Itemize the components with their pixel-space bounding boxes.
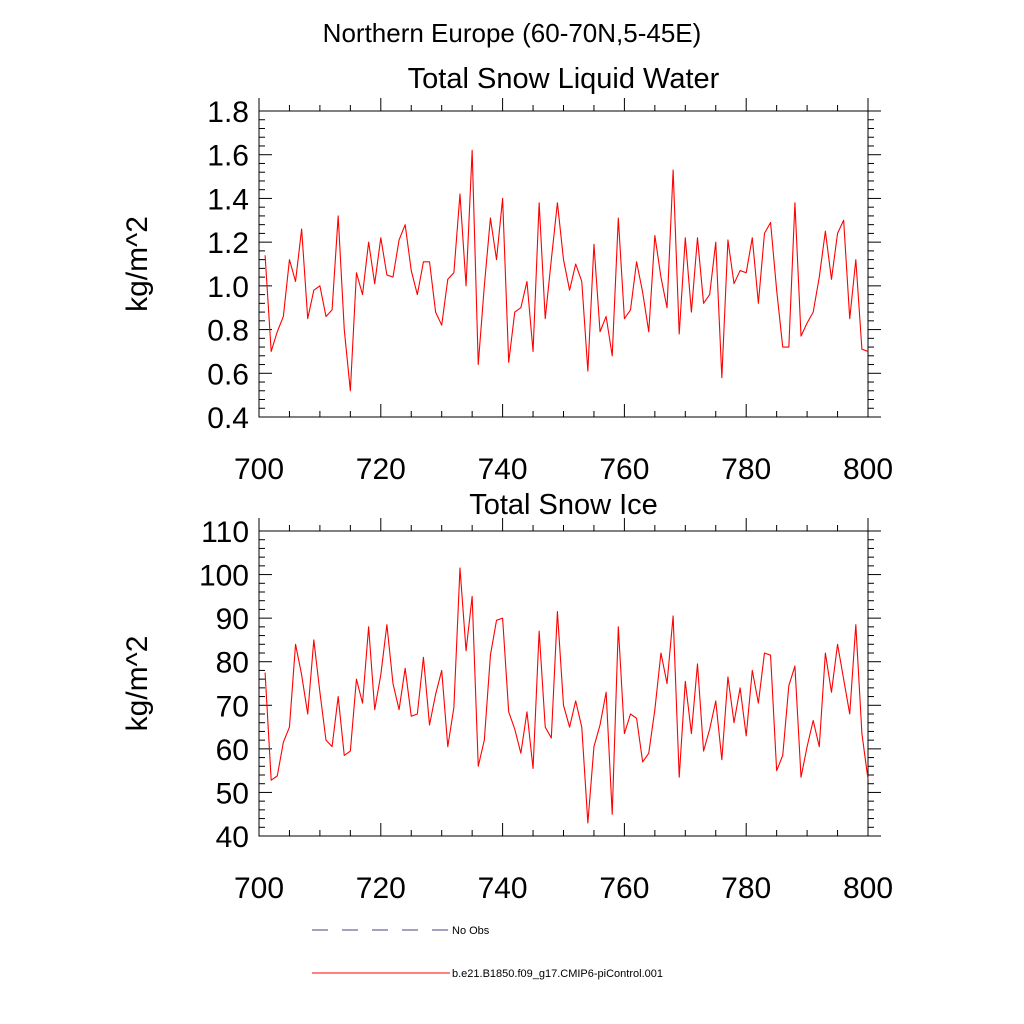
y-tick-label: 50 [216,777,249,810]
panel-title: Total Snow Ice [469,489,658,521]
figure-suptitle: Northern Europe (60-70N,5-45E) [323,18,702,48]
x-tick-label: 740 [478,872,528,905]
y-tick-label: 0.8 [207,315,249,348]
y-tick-label: 40 [216,821,249,854]
y-tick-label: 90 [216,603,249,636]
y-axis-label: kg/m^2 [121,216,154,312]
x-tick-label: 800 [843,872,893,905]
y-tick-label: 0.4 [207,402,249,435]
y-tick-label: 1.6 [207,140,249,173]
legend-label-model: b.e21.B1850.f09_g17.CMIP6-piControl.001 [452,968,663,980]
plot-frame [258,110,869,418]
legend: No Obs b.e21.B1850.f09_g17.CMIP6-piContr… [312,925,663,980]
x-tick-label: 760 [599,453,649,486]
panel-title: Total Snow Liquid Water [408,63,720,95]
series-line [264,567,869,824]
y-tick-label: 1.4 [207,183,249,216]
y-tick-label: 1.2 [207,227,249,260]
plot-frame [258,530,869,837]
y-tick-label: 100 [199,560,249,593]
legend-label-no-obs: No Obs [452,925,490,937]
panel-snow-liquid-water: Total Snow Liquid Water kg/m^2 700 720 740 76… [121,63,893,486]
y-tick-label: 70 [216,690,249,723]
x-tick-label: 780 [721,872,771,905]
y-tick-label: 1.8 [207,96,249,129]
x-tick-label: 740 [478,453,528,486]
x-tick-label: 800 [843,453,893,486]
x-tick-label: 780 [721,453,771,486]
y-axis-label: kg/m^2 [121,636,154,732]
panel-snow-ice: Total Snow Ice kg/m^2 700 720 740 760 780 800 40… [121,489,893,905]
x-tick-label: 720 [356,453,406,486]
x-tick-label: 700 [234,872,284,905]
y-tick-label: 80 [216,647,249,680]
x-tick-label: 720 [356,872,406,905]
x-tick-label: 760 [599,872,649,905]
x-tick-label: 700 [234,453,284,486]
y-tick-label: 60 [216,734,249,767]
y-tick-label: 1.0 [207,271,249,304]
series-line [264,149,869,392]
y-tick-label: 0.6 [207,358,249,391]
y-tick-label: 110 [201,516,249,549]
